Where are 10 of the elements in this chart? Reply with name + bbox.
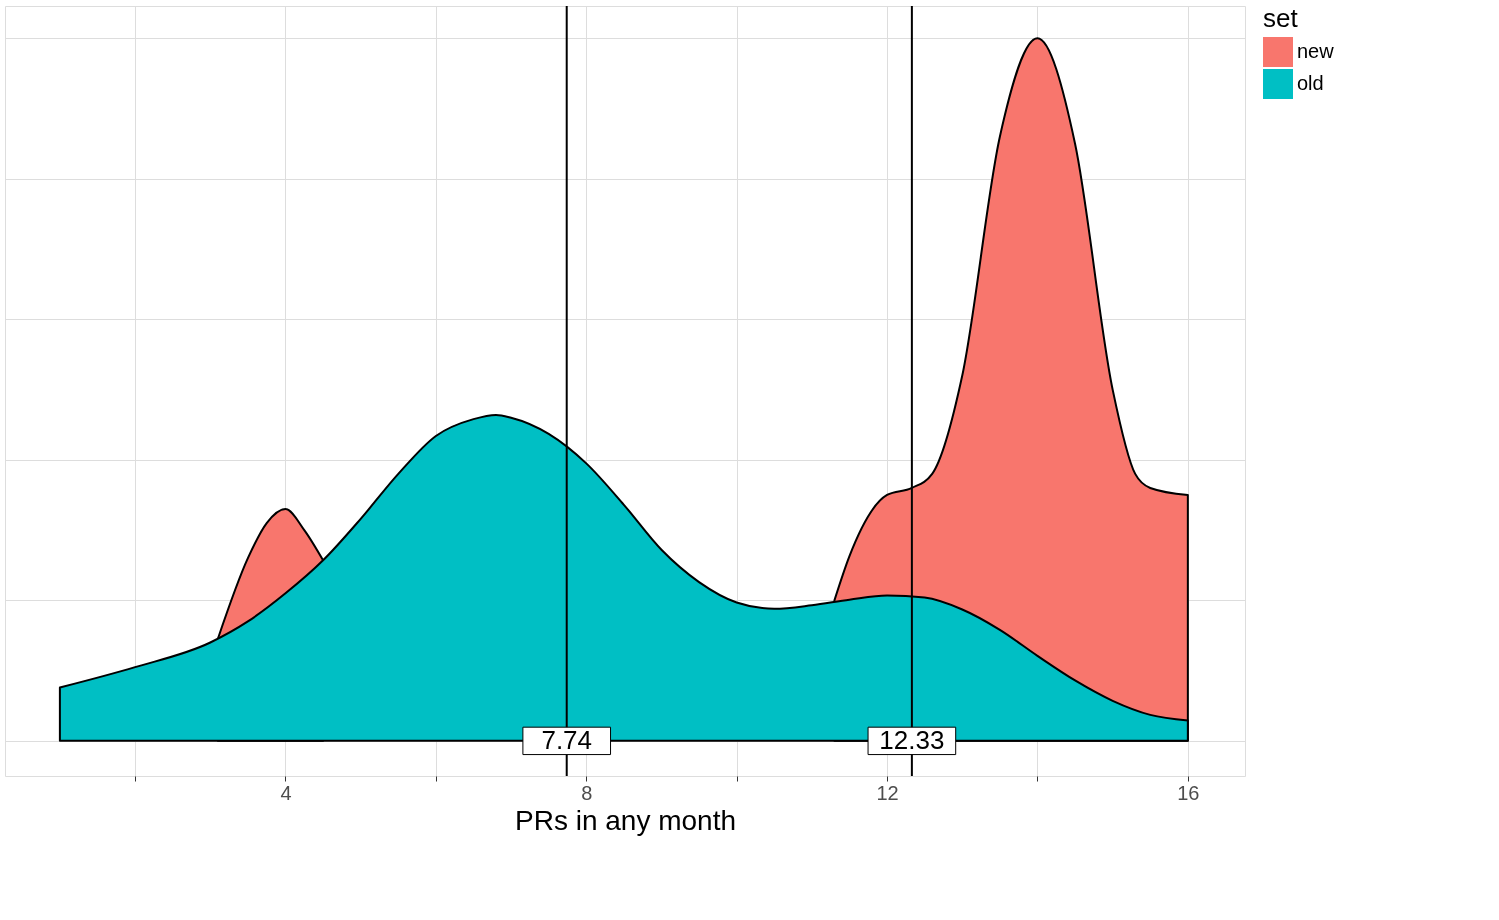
- legend-label: old: [1297, 72, 1324, 94]
- ref-line-label: 7.74: [541, 724, 593, 755]
- x-tick-label: 12: [876, 781, 899, 804]
- x-tick-label: 16: [1177, 781, 1200, 804]
- legend-title: set: [1263, 3, 1299, 33]
- x-axis-title: PRs in any month: [515, 804, 736, 836]
- x-tick-label: 8: [581, 781, 593, 804]
- ref-line-label: 12.33: [879, 724, 945, 755]
- x-tick-label: 4: [280, 781, 292, 804]
- legend-label: new: [1297, 40, 1335, 62]
